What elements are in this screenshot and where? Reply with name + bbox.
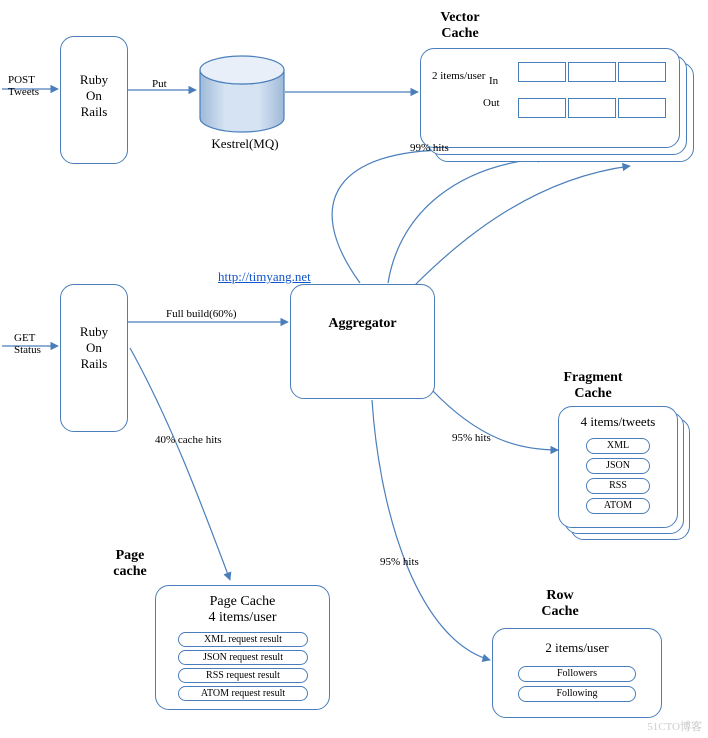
- kestrel-label: Kestrel(MQ): [200, 136, 290, 152]
- hits-95a: 95% hits: [452, 432, 491, 444]
- page-cache-header: Page Cache4 items/user: [155, 594, 330, 626]
- vector-cache-title: VectorCache: [400, 10, 520, 42]
- rc-following: Following: [518, 686, 636, 702]
- pc-atom: ATOM request result: [178, 686, 308, 701]
- put-label: Put: [152, 78, 167, 90]
- hits-99: 99% hits: [410, 142, 449, 154]
- pc-rss: RSS request result: [178, 668, 308, 683]
- timyang-link[interactable]: http://timyang.net: [218, 269, 311, 285]
- post-tweets-label: POST Tweets: [8, 74, 50, 98]
- vector-2items: 2 items/user: [432, 70, 485, 82]
- get-status-label: GET Status: [14, 332, 56, 356]
- watermark: 51CTO博客: [647, 718, 702, 734]
- pc-xml: XML request result: [178, 632, 308, 647]
- row-cache-title: RowCache: [520, 588, 600, 620]
- full-build-label: Full build(60%): [166, 308, 237, 320]
- cache-40: 40% cache hits: [155, 434, 222, 446]
- ruby-on-rails-2-label: RubyOnRails: [60, 324, 128, 372]
- frag-atom: ATOM: [586, 498, 650, 514]
- fragment-cache-title: FragmentCache: [538, 370, 648, 402]
- row-cache-header: 2 items/user: [492, 640, 662, 656]
- vector-in: In: [489, 75, 498, 87]
- pc-json: JSON request result: [178, 650, 308, 665]
- frag-rss: RSS: [586, 478, 650, 494]
- fragment-header: 4 items/tweets: [558, 414, 678, 430]
- aggregator-box: [290, 284, 435, 399]
- frag-xml: XML: [586, 438, 650, 454]
- vector-out: Out: [483, 97, 500, 109]
- aggregator-label: Aggregator: [290, 316, 435, 332]
- page-cache-title: Pagecache: [95, 548, 165, 580]
- frag-json: JSON: [586, 458, 650, 474]
- ruby-on-rails-1-label: RubyOnRails: [60, 72, 128, 120]
- hits-95b: 95% hits: [380, 556, 419, 568]
- rc-followers: Followers: [518, 666, 636, 682]
